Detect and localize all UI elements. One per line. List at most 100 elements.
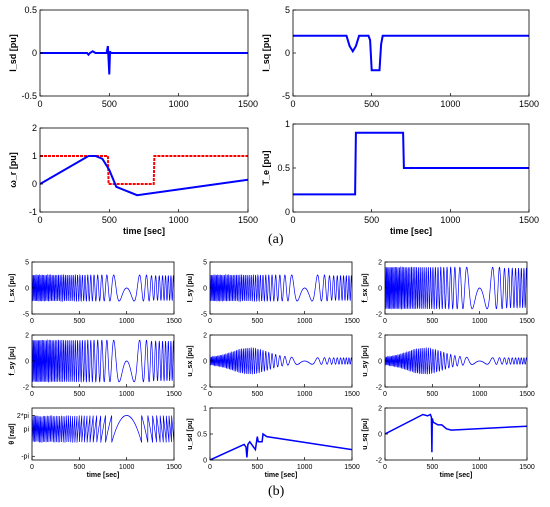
x-tick-label: 500 — [73, 391, 85, 398]
x-tick-label: 1500 — [238, 215, 258, 225]
x-tick-label: 1500 — [519, 99, 539, 109]
y-tick-label: -2 — [201, 384, 207, 391]
x-tick-label: 1500 — [166, 318, 182, 325]
x-tick-label: 1000 — [119, 318, 135, 325]
x-tick-label: 500 — [102, 215, 117, 225]
y-tick-label: -2 — [376, 384, 382, 391]
x-tick-label: 1000 — [297, 318, 313, 325]
y-tick-label: -2 — [376, 457, 382, 464]
x-axis-label: time [sec] — [265, 472, 298, 479]
caption-a: (a) — [268, 232, 284, 247]
plot-area — [32, 273, 174, 303]
x-tick-label: 1000 — [297, 464, 313, 471]
y-tick-label: 2 — [378, 405, 382, 412]
y-tick-label: 0 — [285, 48, 290, 58]
x-tick-label: 0 — [383, 391, 387, 398]
x-axis-label: time [sec] — [440, 472, 473, 479]
series-line — [385, 266, 527, 310]
y-tick-label: -2 — [376, 311, 382, 318]
y-tick-label: 5 — [203, 259, 207, 266]
y-tick-label: 2*pi — [17, 413, 30, 420]
x-tick-label: 1500 — [166, 464, 182, 471]
x-tick-label: 1000 — [119, 391, 135, 398]
axes-box — [292, 9, 530, 97]
x-tick-label: 0 — [290, 99, 295, 109]
y-tick-label: -5 — [201, 311, 207, 318]
series-line — [210, 432, 352, 460]
x-tick-label: 1500 — [519, 464, 535, 471]
y-tick-label: 0.5 — [277, 163, 290, 173]
y-tick-label: 0 — [25, 285, 29, 292]
x-tick-label: 1500 — [344, 318, 360, 325]
x-tick-label: 0 — [208, 391, 212, 398]
y-tick-label: 0 — [32, 48, 37, 58]
x-tick-label: 500 — [102, 99, 117, 109]
x-tick-label: 0 — [30, 391, 34, 398]
x-tick-label: 1000 — [169, 99, 189, 109]
y-axis-label: θ [rad] — [9, 423, 16, 444]
x-tick-label: 1000 — [440, 99, 460, 109]
series-line — [40, 155, 248, 185]
y-tick-label: -0.5 — [21, 91, 37, 101]
x-axis-label: time [sec] — [87, 472, 120, 479]
series-line — [210, 346, 352, 375]
y-tick-label: 0 — [203, 285, 207, 292]
x-tick-label: 500 — [364, 99, 379, 109]
y-tick-label: 1 — [32, 151, 37, 161]
y-tick-label: 2 — [25, 332, 29, 339]
plot-area — [293, 34, 529, 72]
y-axis-label: I_sq [pu] — [261, 34, 271, 72]
x-tick-label: 500 — [426, 464, 438, 471]
y-tick-label: 0 — [378, 285, 382, 292]
x-tick-label: 1500 — [519, 391, 535, 398]
chart-a1: 0 500 1000 1500-0.500.5I_sd [pu] — [8, 5, 258, 109]
plot-area — [210, 273, 352, 303]
x-tick-label: 1500 — [344, 464, 360, 471]
plot-area — [210, 432, 352, 460]
chart-b7: 0 500 1000 1500 -pi pi 2*piθ [rad] time [sec] — [9, 407, 182, 479]
y-tick-label: 2 — [378, 332, 382, 339]
series-line — [40, 45, 248, 75]
series-line — [210, 273, 352, 303]
y-tick-label: 2 — [378, 259, 382, 266]
x-tick-label: 500 — [73, 318, 85, 325]
y-axis-label: ω_r [pu] — [8, 152, 18, 188]
y-axis-label: I_sy [pu] — [187, 274, 194, 303]
y-axis-label: T_e [pu] — [261, 150, 271, 185]
y-tick-label: 0 — [378, 358, 382, 365]
x-tick-label: 1000 — [472, 464, 488, 471]
x-tick-label: 0 — [290, 215, 295, 225]
x-tick-label: 0 — [30, 318, 34, 325]
y-tick-label: 0.5 — [197, 431, 207, 438]
x-tick-label: 0 — [37, 99, 42, 109]
y-tick-label: -2 — [23, 384, 29, 391]
chart-b8: 0 500 1000 1500 0 0.5 1 u_sd [pu] time [sec] — [187, 405, 360, 479]
x-axis-label: time [sec] — [390, 226, 432, 236]
y-axis-label: u_sd [pu] — [187, 418, 194, 450]
y-axis-label: I_sd [pu] — [8, 34, 18, 72]
series-line — [385, 346, 527, 375]
series-line — [40, 155, 248, 197]
x-tick-label: 1500 — [344, 391, 360, 398]
x-tick-label: 1000 — [440, 215, 460, 225]
x-tick-label: 1500 — [519, 215, 539, 225]
chart-a4: 0 500 1000 1500 0 0.5 1 T_e [pu] time [sec] — [261, 119, 539, 236]
x-tick-label: 1000 — [169, 215, 189, 225]
x-tick-label: 1500 — [519, 318, 535, 325]
plot-area — [32, 415, 174, 443]
x-tick-label: 500 — [251, 464, 263, 471]
y-axis-label: I_sx [pu] — [9, 274, 16, 303]
x-tick-label: 0 — [37, 215, 42, 225]
plot-area — [40, 155, 248, 197]
y-tick-label: 2 — [203, 332, 207, 339]
caption-b: (b) — [268, 484, 285, 499]
plot-area — [32, 339, 174, 383]
y-axis-label: u_sx [pu] — [187, 345, 194, 376]
y-tick-label: 0.5 — [24, 5, 37, 15]
